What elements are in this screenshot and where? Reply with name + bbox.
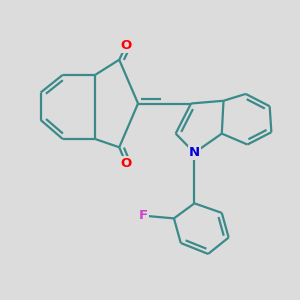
Text: O: O <box>120 39 132 52</box>
Text: O: O <box>120 157 132 170</box>
Text: N: N <box>189 146 200 159</box>
Text: F: F <box>139 209 148 222</box>
